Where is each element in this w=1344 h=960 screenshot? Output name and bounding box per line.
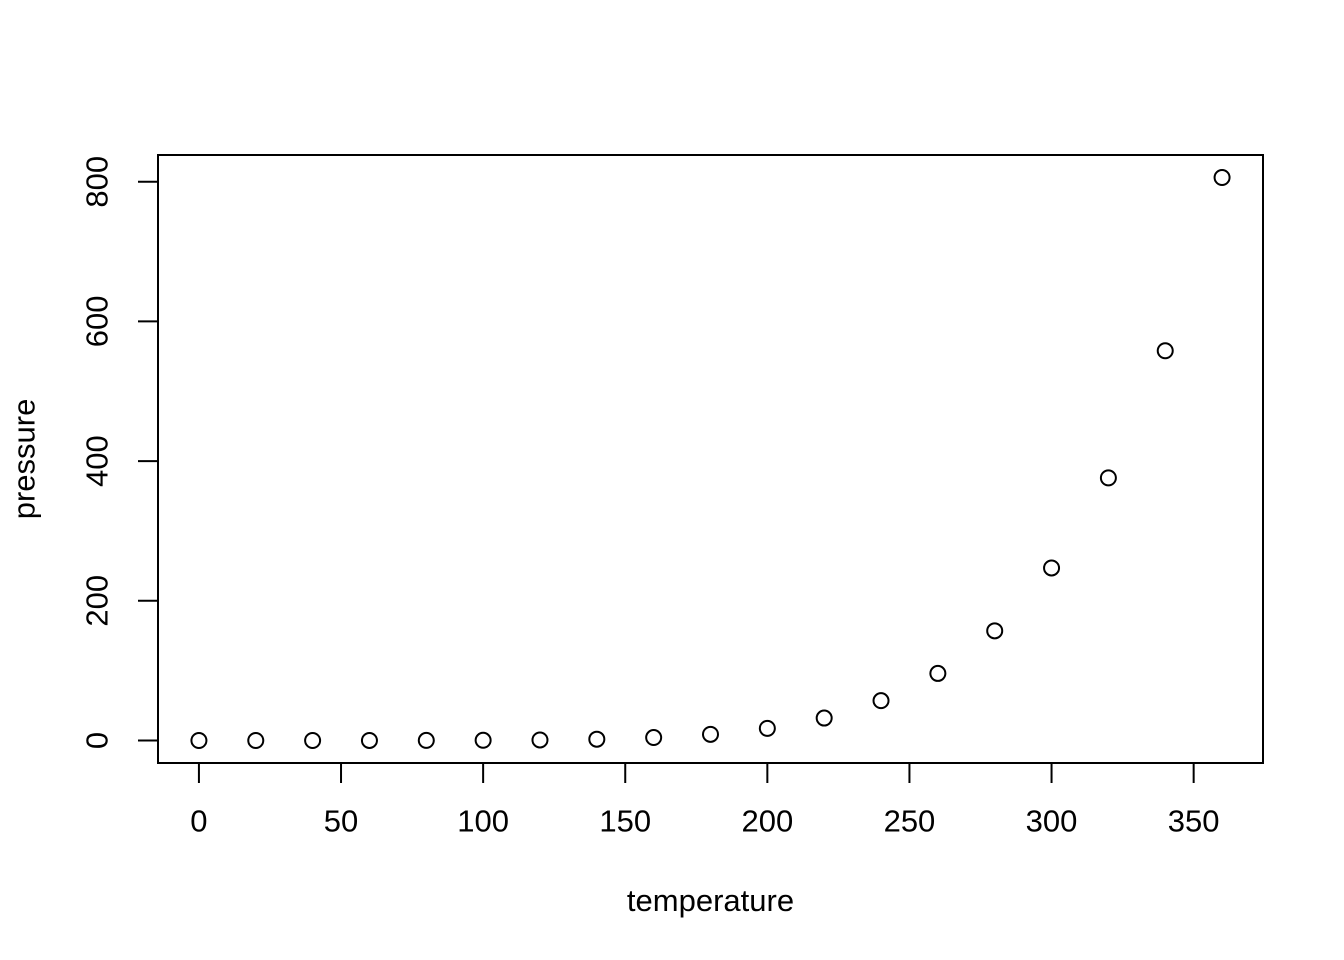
y-tick-label: 0 [80,732,115,749]
data-point [815,709,833,727]
data-point [588,730,606,748]
x-axis-label: temperature [627,883,794,918]
y-tick-label: 600 [80,296,115,348]
x-tick-label: 300 [1026,804,1078,839]
x-tick-label: 250 [884,804,936,839]
x-tick-label: 200 [741,804,793,839]
data-point [1156,342,1174,360]
x-tick-label: 350 [1168,804,1220,839]
data-point [417,731,435,749]
x-tick-label: 100 [457,804,509,839]
x-tick-label: 150 [599,804,651,839]
data-point [702,725,719,743]
y-axis-label: pressure [7,399,42,520]
y-tick-label: 200 [80,575,115,627]
data-point [1099,469,1117,487]
data-point [531,731,549,749]
y-tick-label: 800 [80,156,115,208]
data-point [190,731,208,749]
plot-box [157,154,1264,764]
data-point [1043,559,1061,577]
data-point [247,731,265,749]
x-tick-label: 50 [324,804,358,839]
data-point [872,692,890,710]
data-point [360,731,378,749]
data-point [986,622,1004,640]
x-tick-label: 0 [190,804,207,839]
data-point [304,731,322,749]
data-point [758,719,776,737]
data-point [645,729,663,747]
data-point [1213,169,1231,187]
data-point [474,731,492,749]
y-tick-label: 400 [80,435,115,487]
data-point [929,664,947,682]
